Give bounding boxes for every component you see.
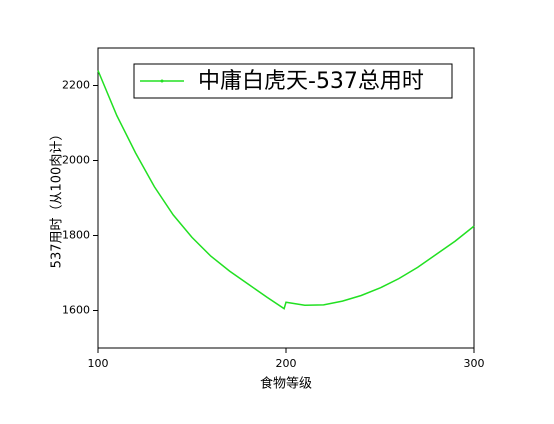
y-tick-label: 1800: [62, 229, 90, 242]
y-tick-label: 2000: [62, 154, 90, 167]
legend-box: [133, 63, 453, 99]
y-axis-label: 537用时（从100肉计）: [50, 128, 65, 269]
x-axis-label: 食物等级: [260, 376, 312, 392]
x-tick-label: 100: [88, 357, 109, 370]
legend-marker: [160, 79, 164, 83]
legend-label: 中庸白虎天-537总用时: [198, 69, 424, 94]
data-line: [97, 70, 475, 310]
x-tick-label: 300: [464, 357, 485, 370]
x-tick-label: 200: [276, 357, 297, 370]
y-tick-label: 2200: [62, 79, 90, 92]
y-tick-label: 1600: [62, 304, 90, 317]
